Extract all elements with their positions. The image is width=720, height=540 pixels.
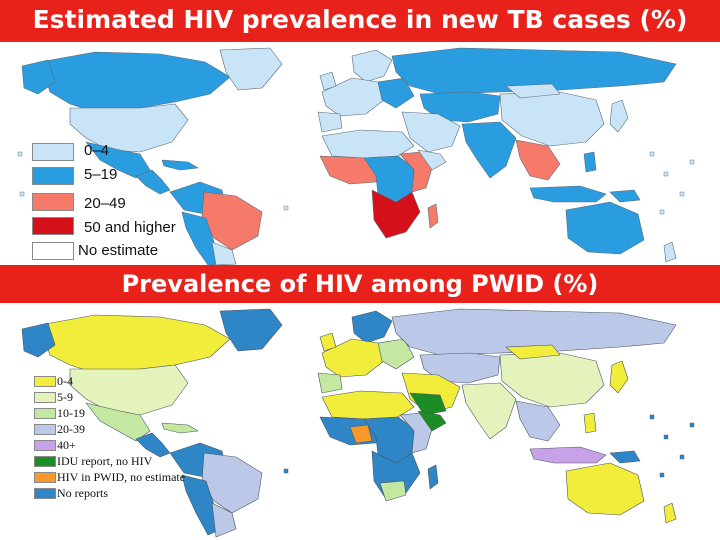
region-papua xyxy=(609,189,641,203)
region-japan xyxy=(609,360,629,394)
region-southeast-asia xyxy=(515,139,561,181)
region-australia xyxy=(565,462,645,516)
legend-swatch xyxy=(32,193,74,211)
region-central-asia xyxy=(419,352,501,384)
legend-swatch xyxy=(34,440,56,451)
region-mongolia xyxy=(505,83,561,99)
region-horn-of-africa xyxy=(417,149,447,171)
region-western-europe xyxy=(321,338,385,378)
region-madagascar xyxy=(427,203,439,229)
region-eastern-europe xyxy=(377,77,415,109)
region-central-asia xyxy=(419,91,501,123)
legend-label: No estimate xyxy=(78,242,159,259)
region-south-america-west xyxy=(181,211,223,265)
map1-title: Estimated HIV prevalence in new TB cases… xyxy=(0,0,720,42)
legend-swatch xyxy=(34,424,56,435)
region-alaska xyxy=(21,322,56,358)
region-usa xyxy=(69,103,189,153)
region-southern-africa xyxy=(371,189,421,239)
region-southeast-asia xyxy=(515,400,561,442)
region-indonesia xyxy=(529,446,607,464)
legend-label: 5-9 xyxy=(57,390,73,404)
legend-swatch xyxy=(34,472,56,483)
region-south-asia xyxy=(461,382,517,440)
region-middle-east xyxy=(401,111,461,153)
legend-swatch xyxy=(34,408,56,419)
region-mexico xyxy=(85,402,151,442)
region-uk xyxy=(319,332,337,352)
legend-label: 0-4 xyxy=(57,374,73,388)
region-nigeria xyxy=(349,424,373,444)
region-new-zealand xyxy=(663,502,677,524)
region-caribbean xyxy=(161,159,199,171)
region-china xyxy=(499,91,605,147)
region-saudi xyxy=(409,392,447,416)
region-north-africa xyxy=(321,390,415,420)
legend-label: 50 and higher xyxy=(84,219,176,236)
legend-label: HIV in PWID, no estimate xyxy=(57,470,186,484)
region-papua xyxy=(609,450,641,464)
legend-label: IDU report, no HIV xyxy=(57,454,153,468)
region-usa xyxy=(69,364,189,416)
region-eastern-europe xyxy=(377,338,415,370)
region-new-zealand xyxy=(663,241,677,263)
region-scandinavia xyxy=(351,49,393,83)
legend-label: 40+ xyxy=(57,438,76,452)
region-iberia xyxy=(317,111,343,133)
legend-swatch xyxy=(32,167,74,185)
legend-swatch xyxy=(34,392,56,403)
legend-swatch xyxy=(34,376,56,387)
map1-legend: 0–4 5–19 20–49 50 and higher No estimate xyxy=(32,142,222,262)
legend-swatch xyxy=(32,217,74,235)
region-alaska xyxy=(21,59,56,95)
region-japan xyxy=(609,99,629,133)
region-russia xyxy=(391,308,677,356)
region-western-europe xyxy=(321,77,385,117)
map2-legend: 0-4 5-9 10-19 20-39 40+ IDU report, no H… xyxy=(34,374,224,514)
legend-swatch xyxy=(32,143,74,161)
region-canada xyxy=(39,51,231,113)
legend-swatch xyxy=(34,488,56,499)
region-australia xyxy=(565,201,645,255)
legend-label: 20-39 xyxy=(57,422,85,436)
region-philippines xyxy=(583,412,597,434)
region-south-asia xyxy=(461,121,517,179)
region-argentina xyxy=(211,502,237,538)
region-philippines xyxy=(583,151,597,173)
region-iberia xyxy=(317,372,343,394)
region-scandinavia xyxy=(351,310,393,344)
region-horn-of-africa xyxy=(417,410,447,432)
region-mongolia xyxy=(505,344,561,360)
pwid-hiv-world-map xyxy=(21,308,695,538)
legend-label: 5–19 xyxy=(84,166,118,183)
legend-label: 20–49 xyxy=(84,195,126,212)
region-madagascar xyxy=(427,464,439,490)
region-indonesia xyxy=(529,185,607,203)
region-argentina xyxy=(211,241,237,265)
legend-label: No reports xyxy=(57,486,108,500)
legend-swatch xyxy=(32,242,74,260)
region-russia xyxy=(391,47,677,95)
legend-label: 10-19 xyxy=(57,406,85,420)
region-caribbean xyxy=(161,422,199,434)
legend-label: 0–4 xyxy=(84,142,110,159)
region-uk xyxy=(319,71,337,91)
region-south-america-west xyxy=(181,474,223,536)
region-greenland xyxy=(219,47,283,91)
region-north-africa xyxy=(321,129,415,159)
region-central-america xyxy=(135,169,171,195)
tb-hiv-world-map xyxy=(17,47,695,265)
legend-swatch xyxy=(34,456,56,467)
map2-title: Prevalence of HIV among PWID (%) xyxy=(0,265,720,303)
region-greenland xyxy=(219,308,283,352)
region-china xyxy=(499,352,605,408)
region-canada xyxy=(39,314,231,374)
region-south-africa xyxy=(379,480,407,502)
